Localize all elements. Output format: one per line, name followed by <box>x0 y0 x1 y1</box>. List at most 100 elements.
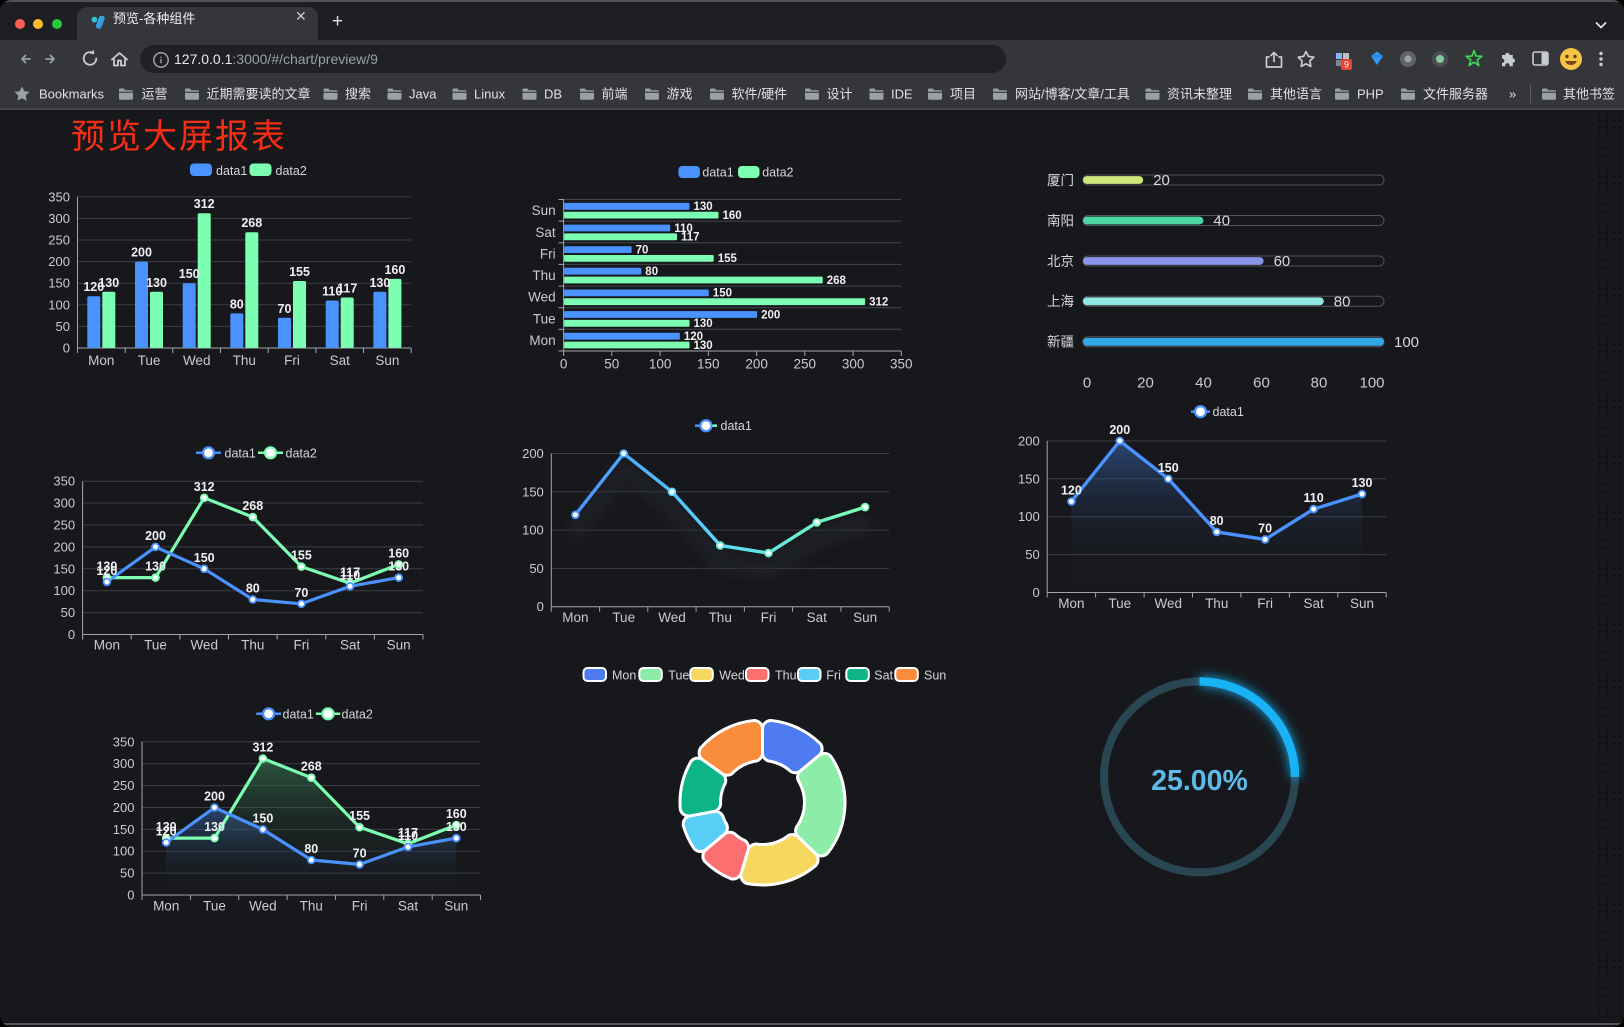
svg-text:DB: DB <box>544 87 562 102</box>
svg-text:data1: data1 <box>1213 405 1244 419</box>
svg-text:80: 80 <box>246 582 260 596</box>
svg-text:Thu: Thu <box>300 899 323 914</box>
svg-text:25.00%: 25.00% <box>1151 765 1248 797</box>
svg-text:160: 160 <box>388 546 409 560</box>
svg-text:300: 300 <box>842 357 865 372</box>
svg-text:120: 120 <box>1061 484 1082 498</box>
svg-text:130: 130 <box>204 820 225 834</box>
svg-text:312: 312 <box>194 197 215 211</box>
svg-text:其他书签: 其他书签 <box>1563 87 1615 102</box>
svg-text:项目: 项目 <box>950 87 976 102</box>
svg-text:200: 200 <box>48 254 70 269</box>
svg-text:Thu: Thu <box>709 610 732 625</box>
svg-text:150: 150 <box>252 811 273 825</box>
svg-text:200: 200 <box>131 246 152 260</box>
svg-text:80: 80 <box>645 266 658 278</box>
svg-text:Sat: Sat <box>340 638 361 653</box>
svg-text:Sun: Sun <box>853 610 877 625</box>
svg-text:100: 100 <box>1018 509 1040 524</box>
svg-text:110: 110 <box>674 223 693 235</box>
svg-text:上海: 上海 <box>1047 294 1074 309</box>
svg-text:110: 110 <box>1304 491 1324 505</box>
svg-text:80: 80 <box>304 842 318 856</box>
svg-text:Tue: Tue <box>533 311 556 326</box>
svg-text:300: 300 <box>113 756 135 771</box>
svg-text:70: 70 <box>353 846 367 860</box>
svg-text:150: 150 <box>53 561 75 576</box>
svg-text:0: 0 <box>68 627 75 642</box>
svg-text:游戏: 游戏 <box>667 87 693 102</box>
svg-text:130: 130 <box>388 560 409 574</box>
svg-text:40: 40 <box>1213 213 1230 230</box>
svg-text:350: 350 <box>53 474 75 489</box>
svg-text:Java: Java <box>409 87 437 102</box>
svg-text:200: 200 <box>145 529 166 543</box>
svg-text:网站/博客/文章/工具: 网站/博客/文章/工具 <box>1015 87 1130 102</box>
svg-text:Fri: Fri <box>761 610 777 625</box>
svg-text:130: 130 <box>146 276 167 290</box>
svg-text:Wed: Wed <box>719 668 745 682</box>
svg-text:Sat: Sat <box>1303 596 1324 611</box>
svg-text:Fri: Fri <box>1257 596 1273 611</box>
svg-text:南阳: 南阳 <box>1047 213 1074 228</box>
svg-text:130: 130 <box>96 560 117 574</box>
svg-text:150: 150 <box>179 267 200 281</box>
svg-text:150: 150 <box>113 822 135 837</box>
svg-text:20: 20 <box>1137 375 1154 392</box>
svg-text:0: 0 <box>560 357 568 372</box>
svg-text:200: 200 <box>1109 423 1130 437</box>
svg-text:60: 60 <box>1253 375 1270 392</box>
svg-text:312: 312 <box>252 741 273 755</box>
svg-text:9: 9 <box>1344 60 1349 70</box>
svg-text:Thu: Thu <box>233 353 256 368</box>
svg-text:350: 350 <box>48 189 70 204</box>
svg-text:110: 110 <box>322 285 342 299</box>
svg-text:268: 268 <box>827 275 847 287</box>
svg-text:100: 100 <box>53 583 75 598</box>
svg-text:155: 155 <box>349 809 370 823</box>
svg-text:312: 312 <box>869 297 888 309</box>
svg-text:前端: 前端 <box>602 87 628 102</box>
svg-text:Fri: Fri <box>294 638 310 653</box>
svg-text:200: 200 <box>1018 433 1040 448</box>
svg-text:250: 250 <box>794 357 817 372</box>
svg-text:117: 117 <box>340 565 360 579</box>
svg-text:运营: 运营 <box>142 87 168 102</box>
svg-text:200: 200 <box>53 539 75 554</box>
svg-text:50: 50 <box>1025 547 1039 562</box>
svg-text:Sun: Sun <box>1350 596 1374 611</box>
svg-text:200: 200 <box>204 790 225 804</box>
svg-text:Sat: Sat <box>535 225 556 240</box>
svg-text:data1: data1 <box>216 164 247 178</box>
svg-text:北京: 北京 <box>1047 254 1074 269</box>
svg-text:350: 350 <box>890 357 913 372</box>
svg-text:Tue: Tue <box>144 638 167 653</box>
svg-text:130: 130 <box>694 318 713 330</box>
svg-text:data2: data2 <box>342 707 373 721</box>
svg-text:data1: data1 <box>702 166 733 180</box>
svg-text:Sun: Sun <box>375 353 399 368</box>
svg-text:Thu: Thu <box>1205 596 1228 611</box>
svg-text:data1: data1 <box>225 446 256 460</box>
svg-text:0: 0 <box>537 599 544 614</box>
svg-text:268: 268 <box>301 760 322 774</box>
svg-text:150: 150 <box>713 288 732 300</box>
svg-text:Sat: Sat <box>398 899 419 914</box>
svg-text:155: 155 <box>718 253 738 265</box>
svg-text:117: 117 <box>337 282 357 296</box>
svg-text:Sat: Sat <box>874 668 893 682</box>
svg-text:软件/硬件: 软件/硬件 <box>732 87 788 102</box>
svg-text:Wed: Wed <box>1155 596 1183 611</box>
svg-text:data2: data2 <box>286 446 317 460</box>
svg-text:Sun: Sun <box>387 638 411 653</box>
svg-text:Sun: Sun <box>444 899 468 914</box>
svg-text:50: 50 <box>120 866 134 881</box>
svg-text:50: 50 <box>61 605 75 620</box>
svg-text:160: 160 <box>446 807 467 821</box>
svg-text:150: 150 <box>522 484 544 499</box>
svg-text:50: 50 <box>56 319 70 334</box>
svg-text:Mon: Mon <box>529 333 555 348</box>
svg-text:0: 0 <box>63 341 70 356</box>
svg-text:120: 120 <box>684 331 703 343</box>
svg-text:设计: 设计 <box>827 87 853 102</box>
